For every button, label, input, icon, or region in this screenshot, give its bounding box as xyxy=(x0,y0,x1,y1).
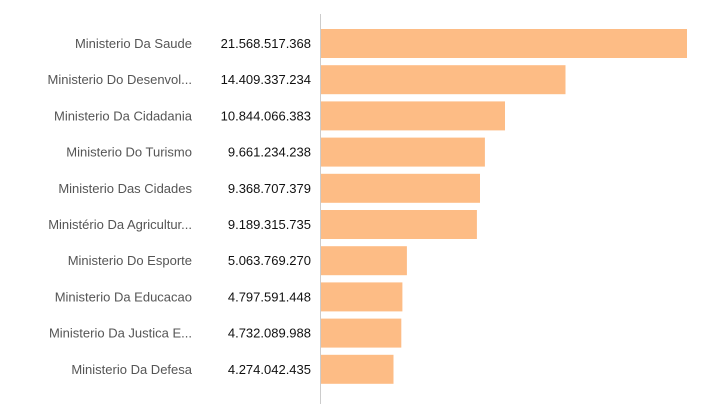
value-label: 9.661.234.238 xyxy=(228,145,311,160)
value-label: 14.409.337.234 xyxy=(221,72,311,87)
value-label: 21.568.517.368 xyxy=(221,36,311,51)
bar[interactable] xyxy=(321,354,394,384)
category-label: Ministério Da Agricultur... xyxy=(48,217,192,232)
category-label: Ministerio Da Cidadania xyxy=(54,108,193,123)
category-label: Ministerio Do Desenvol... xyxy=(48,72,193,87)
category-label: Ministerio Da Educacao xyxy=(55,289,192,304)
category-label: Ministerio Da Defesa xyxy=(71,362,192,377)
category-label: Ministerio Do Turismo xyxy=(66,145,192,160)
value-label: 10.844.066.383 xyxy=(221,108,311,123)
bar[interactable] xyxy=(321,210,477,239)
bar[interactable] xyxy=(321,246,407,276)
value-label: 4.732.089.988 xyxy=(228,326,311,341)
category-label: Ministerio Da Justica E... xyxy=(49,326,192,341)
value-label: 4.274.042.435 xyxy=(228,362,311,377)
category-label: Ministerio Do Esporte xyxy=(68,253,192,268)
bar[interactable] xyxy=(321,65,566,95)
value-label: 9.189.315.735 xyxy=(228,217,311,232)
bar[interactable] xyxy=(321,318,402,348)
category-label: Ministerio Da Saude xyxy=(75,36,192,51)
bar[interactable] xyxy=(321,29,687,58)
bar[interactable] xyxy=(321,173,480,203)
bar[interactable] xyxy=(321,137,485,167)
bar[interactable] xyxy=(321,101,505,131)
value-label: 5.063.769.270 xyxy=(228,253,311,268)
value-label: 9.368.707.379 xyxy=(228,181,311,196)
category-label: Ministerio Das Cidades xyxy=(58,181,192,196)
value-label: 4.797.591.448 xyxy=(228,289,311,304)
bar[interactable] xyxy=(321,282,403,312)
